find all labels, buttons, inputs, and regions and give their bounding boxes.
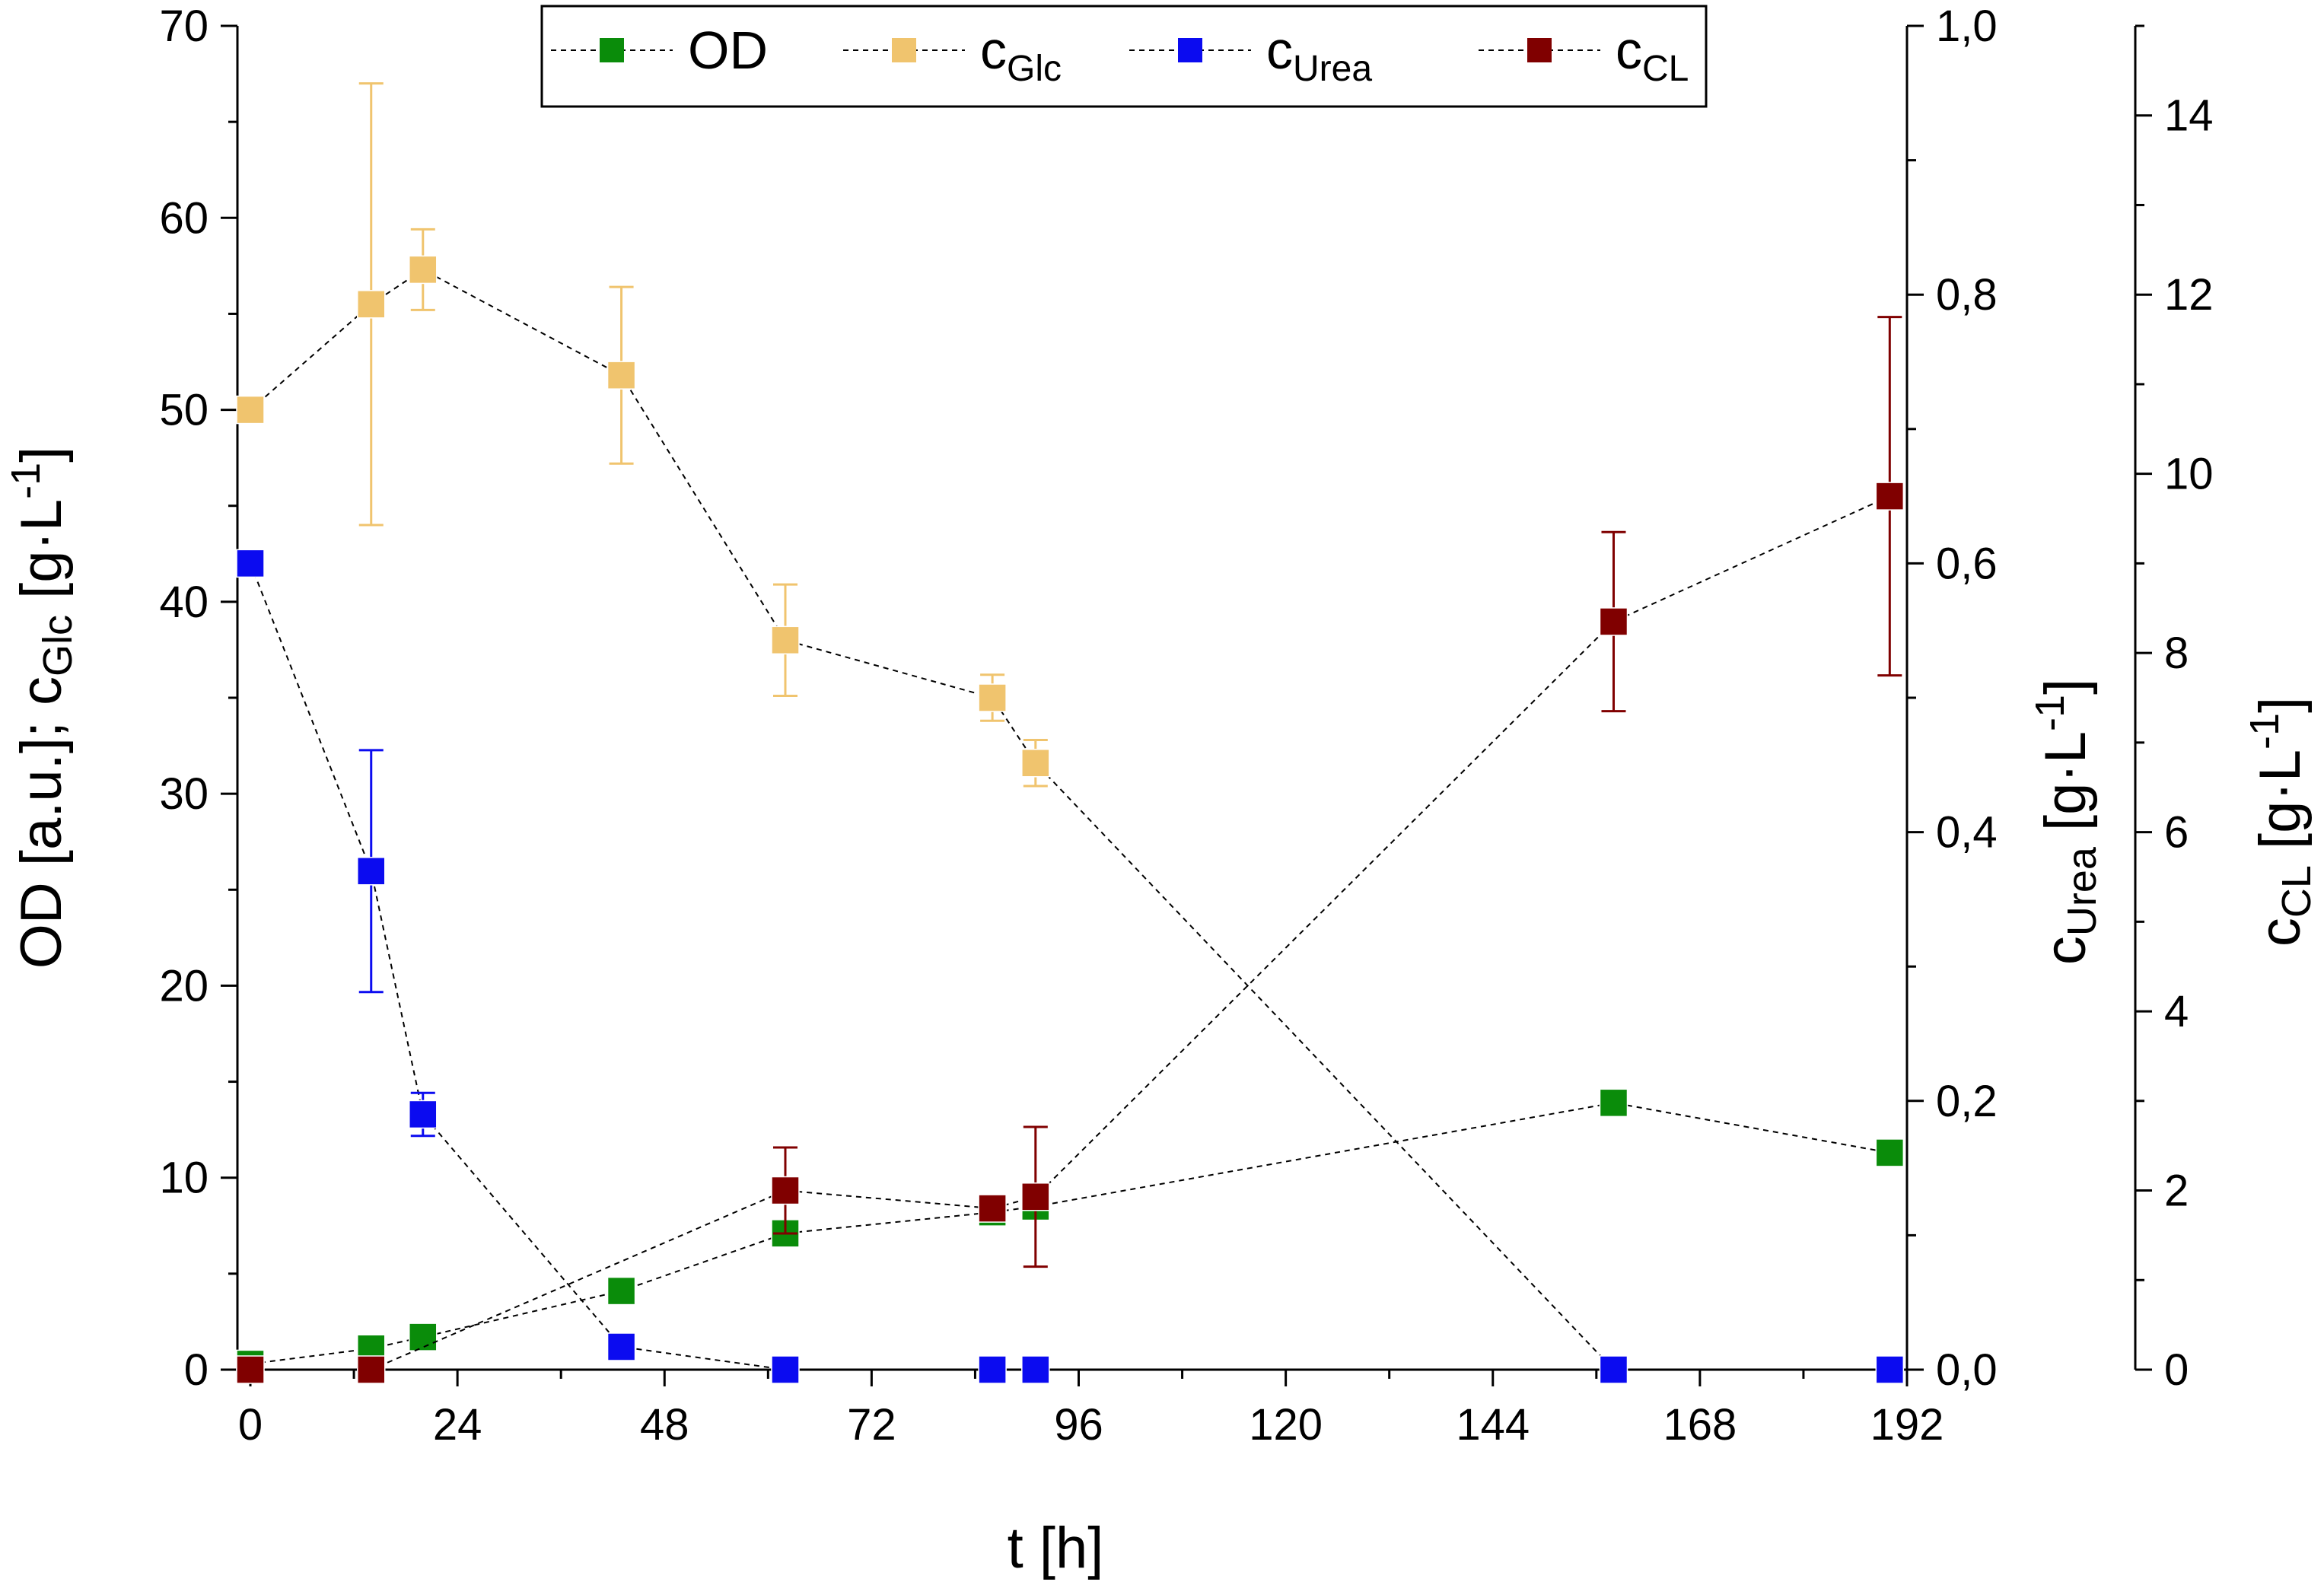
x-tick-label: 144 (1456, 1400, 1530, 1450)
y-cl-tick-label: 12 (2164, 270, 2214, 320)
y-left-tick-label: 30 (159, 769, 209, 819)
data-point-c_Glc (236, 395, 265, 425)
y-left-tick-label: 60 (159, 193, 209, 243)
y-cl-tick-label: 4 (2164, 987, 2189, 1036)
y-cl-tick-label: 6 (2164, 808, 2189, 858)
y-left-title-unit: [g·L (9, 499, 74, 615)
y-cl-tick-label: 2 (2164, 1166, 2189, 1216)
data-point-c_Urea (356, 857, 386, 886)
data-point-c_CL (978, 1194, 1007, 1223)
data-point-c_CL (771, 1176, 800, 1205)
y-urea-axis-title: cUrea [g·L-1] (2027, 679, 2105, 965)
data-point-OD (1599, 1088, 1628, 1118)
series-line-c_CL (250, 495, 1890, 1370)
x-tick-label: 168 (1663, 1400, 1737, 1450)
plot-series (236, 82, 1905, 1384)
y-cl-axis-title: cCL [g·L-1] (2242, 697, 2319, 947)
legend-label-c_Urea: cUrea (1266, 21, 1372, 89)
y-left-tick-label: 20 (159, 961, 209, 1011)
y-cl-title-main: c (2248, 918, 2313, 947)
y-urea-tick-label: 0,8 (1936, 270, 1998, 320)
y-cl-title-unit: [g·L (2248, 750, 2313, 865)
data-point-c_Glc (1021, 749, 1050, 778)
data-point-OD (1875, 1138, 1905, 1167)
data-point-c_CL (1875, 482, 1905, 511)
y-cl-title-sup: -1 (2242, 713, 2287, 750)
data-point-c_CL (236, 1355, 265, 1384)
data-point-c_Urea (978, 1355, 1007, 1384)
y-left-axis-title: OD [a.u.]; cGlc [g·L-1] (3, 447, 81, 969)
data-point-c_CL (1599, 607, 1628, 636)
y-left-title-sub: Glc (35, 615, 81, 676)
legend-label-c_Glc: cGlc (980, 21, 1062, 89)
x-tick-label: 24 (433, 1400, 482, 1450)
y-left-tick-label: 40 (159, 578, 209, 627)
legend-label-OD: OD (688, 21, 768, 80)
legend: OD cGlc cUrea cCL (540, 5, 1708, 108)
data-point-c_CL (1021, 1182, 1050, 1211)
y-cl-title-sub: CL (2274, 865, 2319, 918)
y-urea-title-sub: Urea (2059, 846, 2105, 936)
y-urea-tick-label: 1,0 (1936, 2, 1998, 51)
legend-marker-c_Glc (892, 38, 916, 62)
y-urea-title-sup: -1 (2027, 695, 2073, 731)
y-urea-title-unit: [g·L (2033, 731, 2098, 847)
data-point-c_Glc (771, 625, 800, 655)
y-left-tick-label: 10 (159, 1154, 209, 1203)
legend-marker-OD (600, 38, 624, 62)
data-point-c_Glc (978, 683, 1007, 712)
x-tick-label: 72 (847, 1400, 896, 1450)
y-cl-tick-label: 14 (2164, 91, 2214, 141)
y-left-title-sup: -1 (3, 463, 49, 499)
legend-marker-c_Urea (1178, 38, 1202, 62)
y-urea-tick-label: 0,6 (1936, 539, 1998, 588)
y-cl-tick-label: 10 (2164, 450, 2214, 499)
y-left-title-end: ] (9, 447, 74, 463)
svg-text:cCL [g·L-1]: cCL [g·L-1] (2242, 697, 2319, 947)
data-point-c_Urea (236, 549, 265, 578)
y-cl-tick-label: 0 (2164, 1345, 2189, 1395)
series-line-OD (250, 1102, 1890, 1365)
data-point-c_CL (356, 1355, 386, 1384)
svg-text:cUrea [g·L-1]: cUrea [g·L-1] (2027, 679, 2105, 965)
data-point-OD (409, 1322, 438, 1351)
y-cl-tick-label: 8 (2164, 629, 2189, 678)
data-point-c_Urea (606, 1332, 636, 1361)
data-point-c_Urea (771, 1355, 800, 1384)
y-urea-tick-label: 0,4 (1936, 808, 1998, 858)
data-point-c_Glc (606, 361, 636, 390)
data-point-c_Glc (409, 255, 438, 285)
legend-box (540, 5, 1708, 108)
data-point-c_Urea (1875, 1355, 1905, 1384)
y-cl-title-end: ] (2248, 697, 2313, 713)
x-tick-label: 48 (640, 1400, 689, 1450)
data-point-c_Urea (1021, 1355, 1050, 1384)
data-point-c_Urea (409, 1100, 438, 1129)
svg-text:OD [a.u.]; cGlc [g·L-1]: OD [a.u.]; cGlc [g·L-1] (3, 447, 81, 969)
y-urea-tick-label: 0,0 (1936, 1345, 1998, 1395)
axes: 0 24 48 72 96 120 144 168 1920102030405060700,00… (159, 2, 2213, 1450)
data-point-c_Glc (356, 290, 386, 319)
data-point-OD (606, 1276, 636, 1306)
series-line-c_Glc (250, 269, 1890, 1370)
y-urea-title-end: ] (2033, 679, 2098, 695)
x-tick-label: 120 (1249, 1400, 1323, 1450)
y-left-title-main: OD [a.u.]; c (9, 676, 74, 969)
legend-marker-c_CL (1527, 38, 1552, 62)
series-line-c_Urea (250, 563, 1890, 1370)
y-left-tick-label: 50 (159, 386, 209, 435)
y-left-tick-label: 0 (184, 1345, 209, 1395)
x-axis-title: t [h] (1008, 1516, 1104, 1580)
y-urea-title-main: c (2033, 936, 2098, 965)
legend-label-c_CL: cCL (1616, 21, 1689, 89)
x-tick-label: 0 (238, 1400, 263, 1450)
data-point-c_Urea (1599, 1355, 1628, 1384)
y-left-tick-label: 70 (159, 2, 209, 51)
x-tick-label: 192 (1870, 1400, 1944, 1450)
y-urea-tick-label: 0,2 (1936, 1077, 1998, 1126)
x-tick-label: 96 (1054, 1400, 1103, 1450)
